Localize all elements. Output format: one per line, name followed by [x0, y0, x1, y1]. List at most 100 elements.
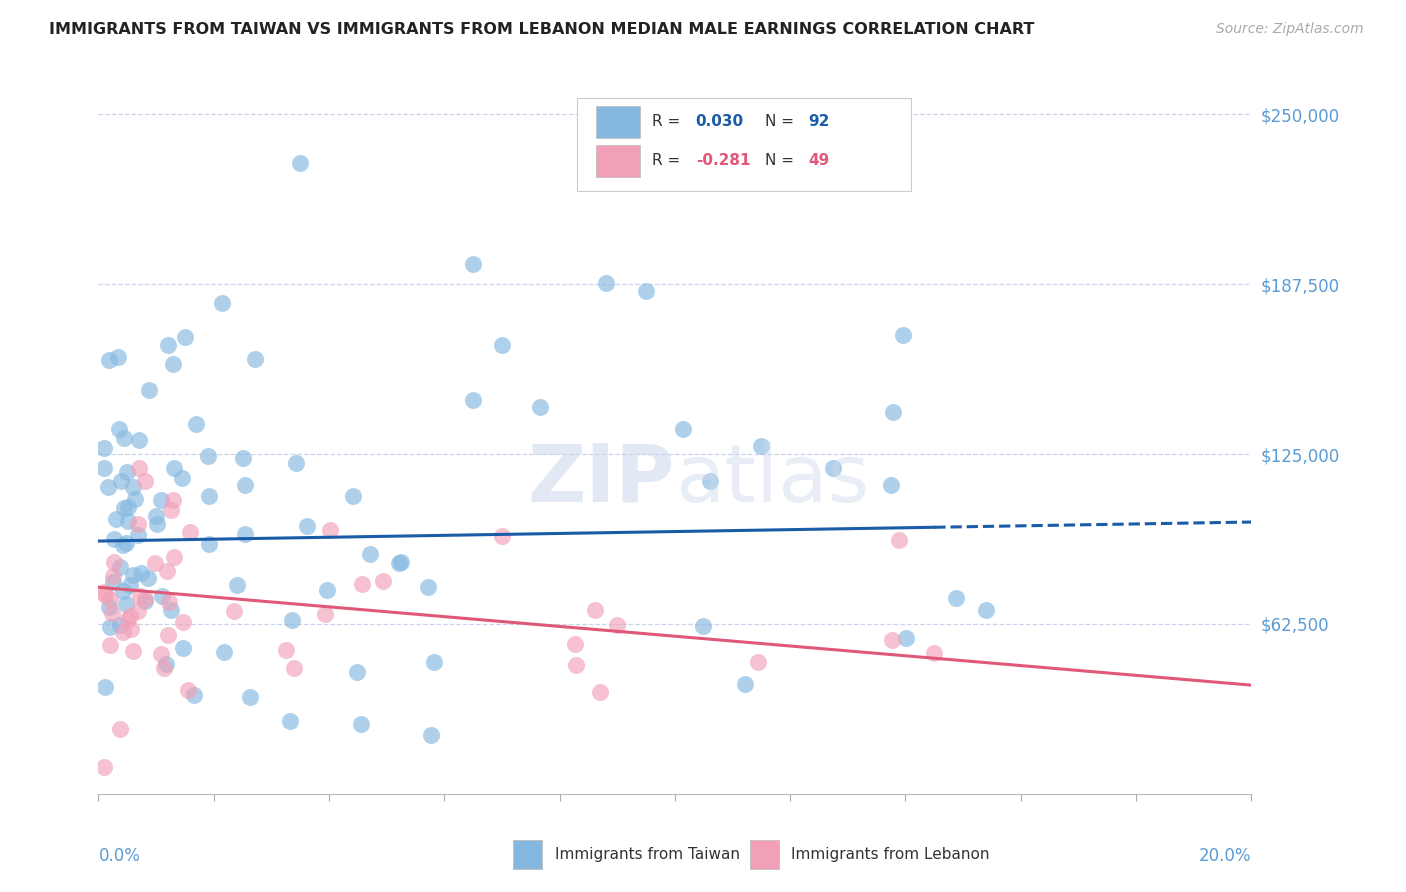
Point	[103, 555, 125, 569]
Point	[104, 512, 127, 526]
Point	[699, 474, 721, 488]
Point	[160, 603, 183, 617]
Bar	[513, 840, 543, 869]
Point	[127, 528, 149, 542]
Point	[115, 536, 138, 550]
Point	[98, 600, 121, 615]
Point	[111, 538, 134, 552]
Text: Immigrants from Taiwan: Immigrants from Taiwan	[555, 847, 740, 862]
Point	[211, 296, 233, 310]
Point	[172, 615, 194, 630]
Point	[583, 602, 606, 616]
Point	[565, 658, 588, 673]
Point	[128, 516, 150, 531]
Point	[129, 589, 152, 603]
Point	[893, 328, 915, 343]
Point	[346, 665, 368, 680]
Point	[564, 637, 586, 651]
Point	[112, 584, 135, 599]
Text: 20.0%: 20.0%	[1199, 847, 1251, 865]
Point	[198, 489, 221, 503]
Point	[589, 685, 612, 699]
Point	[880, 477, 903, 491]
Point	[388, 556, 411, 570]
Point	[295, 519, 318, 533]
Point	[93, 585, 115, 599]
Text: IMMIGRANTS FROM TAIWAN VS IMMIGRANTS FROM LEBANON MEDIAN MALE EARNINGS CORRELATI: IMMIGRANTS FROM TAIWAN VS IMMIGRANTS FRO…	[49, 22, 1035, 37]
Point	[100, 620, 122, 634]
Bar	[596, 105, 640, 137]
Point	[233, 527, 256, 541]
Point	[124, 491, 146, 506]
Text: R =: R =	[652, 114, 685, 129]
Bar	[596, 145, 640, 177]
Point	[153, 661, 176, 675]
Text: ZIP: ZIP	[527, 441, 675, 519]
Point	[595, 276, 617, 290]
Text: R =: R =	[652, 153, 685, 169]
Point	[103, 569, 125, 583]
Point	[179, 524, 201, 539]
Point	[94, 680, 117, 694]
Point	[285, 456, 308, 470]
Point	[108, 618, 131, 632]
Point	[172, 641, 194, 656]
Point	[121, 567, 143, 582]
Point	[162, 460, 184, 475]
Point	[232, 450, 254, 465]
Point	[945, 591, 967, 606]
Point	[882, 405, 904, 419]
Point	[152, 589, 174, 603]
Point	[134, 594, 156, 608]
Point	[184, 417, 207, 431]
Point	[138, 383, 160, 397]
Point	[110, 722, 132, 736]
Point	[100, 591, 122, 606]
Point	[115, 465, 138, 479]
Point	[747, 655, 769, 669]
Point	[129, 566, 152, 580]
Point	[93, 760, 115, 774]
Text: N =: N =	[765, 153, 799, 169]
Text: N =: N =	[765, 114, 799, 129]
Point	[117, 514, 139, 528]
Point	[423, 655, 446, 669]
Point	[461, 257, 484, 271]
Point	[823, 461, 845, 475]
Point	[101, 607, 124, 621]
Point	[108, 422, 131, 436]
Point	[281, 613, 304, 627]
Text: Immigrants from Lebanon: Immigrants from Lebanon	[792, 847, 990, 862]
Point	[115, 598, 138, 612]
Point	[222, 604, 245, 618]
Point	[349, 716, 371, 731]
Point	[94, 588, 117, 602]
Point	[420, 728, 443, 742]
Point	[352, 577, 374, 591]
Point	[389, 555, 412, 569]
Text: 0.030: 0.030	[696, 114, 744, 129]
Point	[122, 644, 145, 658]
Point	[162, 493, 184, 508]
Point	[98, 638, 121, 652]
Point	[93, 461, 115, 475]
Point	[342, 489, 364, 503]
Point	[290, 156, 312, 170]
Text: atlas: atlas	[675, 441, 869, 519]
Point	[121, 480, 143, 494]
Point	[149, 647, 172, 661]
Point	[373, 574, 395, 589]
Point	[314, 607, 336, 621]
Point	[491, 528, 513, 542]
Point	[157, 595, 180, 609]
Point	[283, 661, 305, 675]
FancyBboxPatch shape	[576, 98, 911, 191]
Point	[734, 677, 756, 691]
Point	[529, 401, 551, 415]
Point	[93, 441, 115, 455]
Point	[636, 284, 658, 298]
Bar	[749, 840, 779, 869]
Point	[274, 643, 297, 657]
Point	[98, 353, 121, 368]
Text: 0.0%: 0.0%	[98, 847, 141, 865]
